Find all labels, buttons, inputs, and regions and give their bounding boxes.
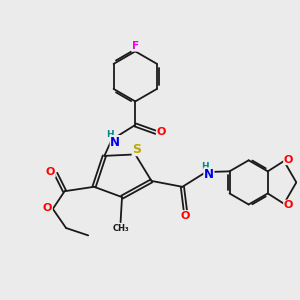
Text: H: H [106,130,114,139]
Text: O: O [46,167,55,177]
Text: O: O [157,127,166,137]
Text: N: N [110,136,120,148]
Text: H: H [201,162,208,171]
Text: O: O [284,154,293,165]
Text: O: O [284,200,293,210]
Text: F: F [132,41,139,51]
Text: O: O [43,203,52,213]
Text: N: N [204,168,214,181]
Text: CH₃: CH₃ [112,224,129,232]
Text: O: O [181,211,190,221]
Text: S: S [132,142,141,156]
